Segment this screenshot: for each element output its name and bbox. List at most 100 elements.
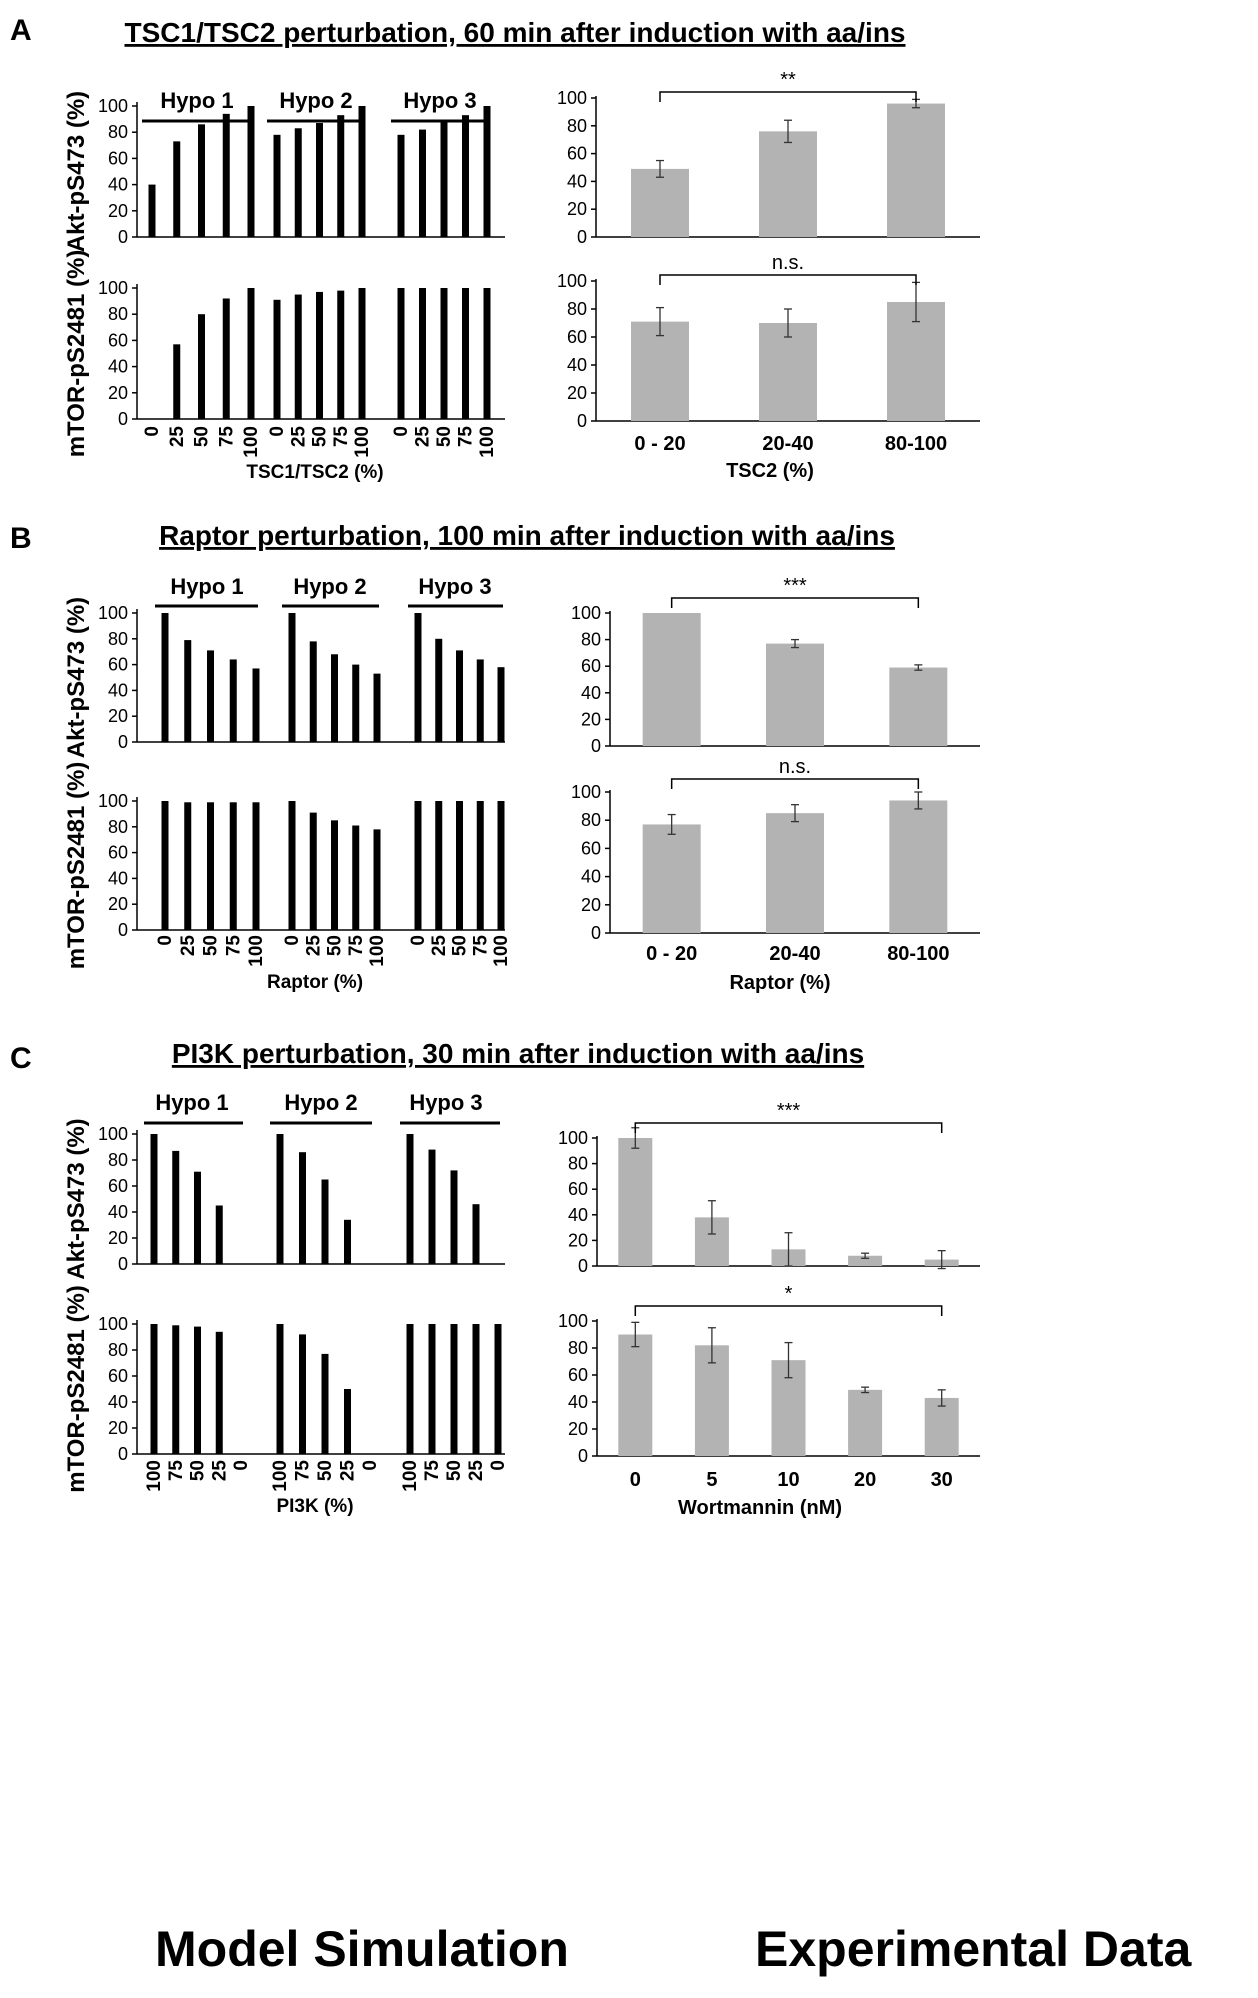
sim-chart-mtor-ps2481: mTOR-pS2481 (%) 0 20 40 60 80 100 (63, 250, 505, 457)
x-tick-label: 100 (352, 426, 373, 458)
exp-chart-mtor-ps2481: 0 20 40 60 80 100 * (558, 1283, 980, 1466)
panel-a: A TSC1/TSC2 perturbation, 60 min after in… (10, 14, 980, 483)
sim-x-axis-label: Raptor (%) (267, 972, 363, 993)
y-tick-label: 40 (568, 1392, 588, 1412)
y-tick-label: 20 (108, 1228, 128, 1248)
y-tick-label: 40 (108, 1202, 128, 1222)
y-tick-label: 60 (108, 655, 128, 675)
significance-label: *** (777, 1100, 801, 1122)
sim-bar (294, 128, 302, 237)
sim-bar (184, 802, 192, 930)
sim-bar (299, 1152, 306, 1264)
exp-x-tick-label: 0 - 20 (634, 433, 685, 455)
sim-bar (440, 121, 448, 237)
exp-bar (618, 1334, 653, 1456)
x-tick-label: 50 (315, 1460, 336, 1481)
panel-title: PI3K perturbation, 30 min after inductio… (172, 1038, 864, 1069)
sim-bar (419, 129, 426, 237)
x-tick-label: 50 (325, 935, 346, 956)
y-tick-label: 100 (98, 278, 128, 298)
significance-label: n.s. (779, 756, 811, 778)
group-label: Hypo 1 (160, 88, 233, 113)
sim-bar (207, 802, 214, 930)
significance-bracket (659, 91, 917, 102)
sim-bar (397, 288, 405, 419)
sim-bar (456, 650, 463, 742)
exp-bar (848, 1255, 883, 1266)
sim-bar (194, 1171, 201, 1264)
sim-bar (276, 1134, 284, 1264)
sim-bar (397, 134, 405, 237)
exp-x-tick-label: 0 (630, 1469, 641, 1491)
sim-bar (450, 1170, 458, 1264)
x-tick-label: 0 (360, 1460, 381, 1471)
y-tick-label: 40 (568, 1205, 588, 1225)
y-tick-label: 60 (108, 1366, 128, 1386)
panel-b: B Raptor perturbation, 100 min after indu… (10, 520, 980, 994)
sim-bar (497, 667, 505, 742)
y-tick-label: 100 (558, 1311, 588, 1331)
sim-bar (406, 1324, 414, 1454)
group-label: Hypo 3 (418, 574, 491, 599)
panel-title: Raptor perturbation, 100 min after induc… (159, 520, 895, 551)
x-tick-label: 75 (422, 1460, 443, 1482)
sim-bar (472, 1324, 480, 1454)
x-tick-label: 0 (488, 1460, 509, 1471)
exp-chart-mtor-ps2481: 0 20 40 60 80 100 n.s. (557, 252, 980, 431)
group-label: Hypo 1 (170, 574, 243, 599)
sim-bar (344, 1389, 351, 1454)
x-tick-label: 25 (429, 935, 450, 957)
y-tick-label: 80 (581, 810, 601, 830)
significance-label: ** (780, 69, 796, 91)
sim-bar (173, 141, 181, 237)
sim-bar (497, 801, 505, 930)
exp-x-tick-label: 80-100 (887, 943, 949, 965)
sim-bar (161, 613, 169, 742)
sim-bar (215, 1331, 223, 1454)
panel-letter: B (10, 522, 32, 555)
exp-x-axis-label: Wortmannin (nM) (678, 1497, 842, 1519)
y-tick-label: 0 (578, 1446, 588, 1466)
sim-bar (198, 124, 205, 237)
y-tick-label: 20 (108, 383, 128, 403)
panel-letter: C (10, 1042, 32, 1075)
y-tick-label: 40 (108, 868, 128, 888)
y-tick-label: 60 (568, 1179, 588, 1199)
group-label: Hypo 2 (284, 1090, 357, 1115)
x-tick-label: 50 (450, 935, 471, 956)
sim-bar (288, 801, 296, 930)
exp-x-axis-label: Raptor (%) (729, 972, 830, 994)
y-tick-label: 0 (118, 1254, 128, 1274)
y-tick-label: 0 (118, 920, 128, 940)
x-tick-label: 50 (192, 426, 213, 447)
y-tick-label: 0 (118, 732, 128, 752)
x-tick-label: 100 (400, 1460, 421, 1492)
sim-bar (247, 106, 255, 237)
significance-label: * (785, 1283, 793, 1305)
sim-bar (344, 1219, 351, 1264)
x-tick-label: 0 (231, 1460, 252, 1471)
exp-bar (759, 131, 817, 237)
footer-experimental-data: Experimental Data (755, 1921, 1192, 1977)
y-tick-label: 0 (578, 1256, 588, 1276)
sim-bar (161, 801, 169, 930)
exp-x-tick-label: 0 - 20 (646, 943, 697, 965)
x-tick-label: 0 (282, 935, 303, 946)
y-tick-label: 60 (567, 144, 587, 164)
sim-chart-mtor-ps2481: mTOR-pS2481 (%) 0 20 40 60 80 100 (63, 762, 505, 969)
sim-bar (476, 801, 484, 930)
sim-bar (252, 802, 260, 930)
y-tick-label: 100 (98, 96, 128, 116)
sim-bar (331, 654, 338, 742)
exp-chart-akt-ps473: 0 20 40 60 80 100 *** (558, 1100, 980, 1276)
footer-model-simulation: Model Simulation (155, 1921, 569, 1977)
exp-bar (887, 103, 945, 237)
y-tick-label: 100 (571, 603, 601, 623)
y-tick-label: 80 (108, 304, 128, 324)
sim-bar (428, 1149, 436, 1264)
sim-bar (207, 650, 214, 742)
y-tick-label: 100 (98, 791, 128, 811)
y-tick-label: 100 (98, 1124, 128, 1144)
sim-bar (172, 1150, 180, 1264)
y-tick-label: 0 (591, 923, 601, 943)
